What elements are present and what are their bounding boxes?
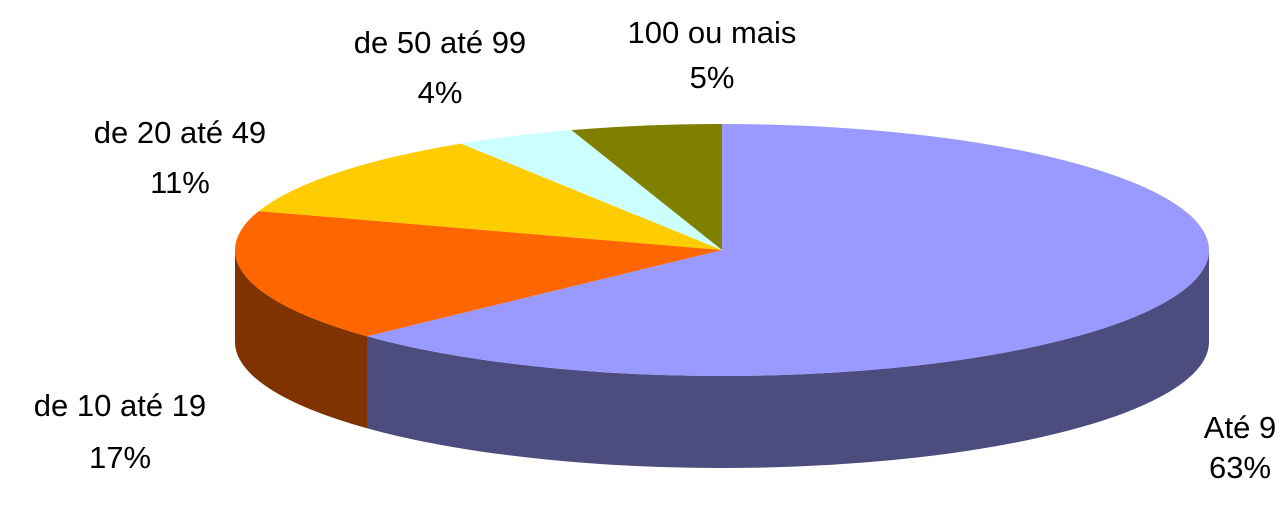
slice [235,211,723,337]
slice [461,130,722,250]
slice-side [235,250,367,429]
slice-label: de 50 até 99 [354,25,526,60]
slice-value-label: 11% [150,165,210,200]
slice-side [366,250,1209,469]
slice-label: de 20 até 49 [94,115,266,150]
slice [571,124,722,250]
slice-value-label: 17% [89,440,151,475]
slice-label: 100 ou mais [628,15,797,50]
slice [258,143,722,250]
slice-value-label: 4% [418,75,463,110]
slice [366,124,1209,376]
slice-value-label: 5% [690,60,735,95]
slice-label: de 10 até 19 [34,388,206,423]
slice-label: Até 9 [1204,410,1276,445]
slice-value-label: 63% [1209,450,1271,485]
